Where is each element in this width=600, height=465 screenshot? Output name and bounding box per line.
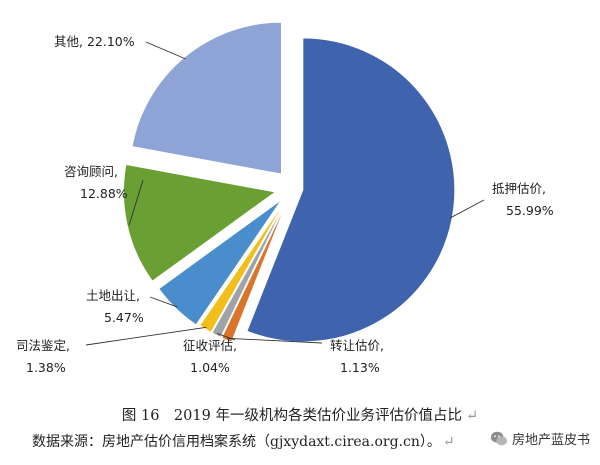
slice-percent-label: 1.04% bbox=[190, 360, 230, 375]
pie-slice bbox=[199, 199, 287, 333]
slice-percent-label: 1.38% bbox=[26, 360, 66, 375]
slice-percent-label: 12.88% bbox=[80, 186, 128, 201]
slice-percent-label: 1.13% bbox=[340, 360, 380, 375]
slice-label: 其他, 22.10% bbox=[54, 34, 135, 49]
slice-percent-label: 55.99% bbox=[506, 203, 554, 218]
slice-label: 转让估价, bbox=[330, 338, 384, 353]
wechat-icon bbox=[490, 431, 508, 445]
pie-slice bbox=[158, 199, 283, 326]
caption-text: 图 16 2019 年一级机构各类估价业务评估价值占比 bbox=[121, 408, 462, 424]
slice-label: 征收评估, bbox=[183, 338, 237, 353]
pie-slice bbox=[122, 163, 277, 282]
watermark-text: 房地产蓝皮书 bbox=[511, 433, 590, 448]
slice-label: 咨询顾问, bbox=[64, 164, 118, 179]
leader-line bbox=[217, 333, 236, 341]
figure-caption: 图 16 2019 年一级机构各类估价业务评估价值占比 ↵ bbox=[0, 404, 600, 425]
leader-line bbox=[227, 337, 323, 344]
data-source-note: 数据来源：房地产估价信用档案系统（gjxydaxt.cirea.org.cn）。… bbox=[32, 431, 592, 451]
watermark: 房地产蓝皮书 bbox=[485, 427, 594, 450]
pie-slice bbox=[211, 200, 287, 339]
slice-label: 土地出让, bbox=[86, 288, 140, 303]
slice-label: 司法鉴定, bbox=[16, 338, 70, 353]
slice-label: 抵押估价, bbox=[492, 181, 546, 196]
slice-percent-label: 5.47% bbox=[104, 310, 144, 325]
paragraph-mark: ↵ bbox=[442, 434, 455, 450]
pie-chart-svg: 抵押估价, 55.99% 转让估价, 1.13% 征收评估, 1.04% 司法鉴定, 1.38… bbox=[16, 21, 554, 375]
leader-line bbox=[145, 41, 186, 60]
pie-slice bbox=[131, 21, 282, 175]
leader-line bbox=[149, 296, 178, 308]
leader-line bbox=[128, 179, 144, 226]
leader-line bbox=[449, 199, 485, 219]
source-text: 数据来源：房地产估价信用档案系统（gjxydaxt.cirea.org.cn）。 bbox=[32, 434, 441, 450]
pie-slice bbox=[246, 37, 456, 343]
pie-chart: 抵押估价, 55.99% 转让估价, 1.13% 征收评估, 1.04% 司法鉴定, 1.38… bbox=[16, 21, 554, 375]
paragraph-mark: ↵ bbox=[465, 408, 479, 424]
leader-line bbox=[85, 326, 207, 346]
pie-slice bbox=[220, 200, 288, 343]
